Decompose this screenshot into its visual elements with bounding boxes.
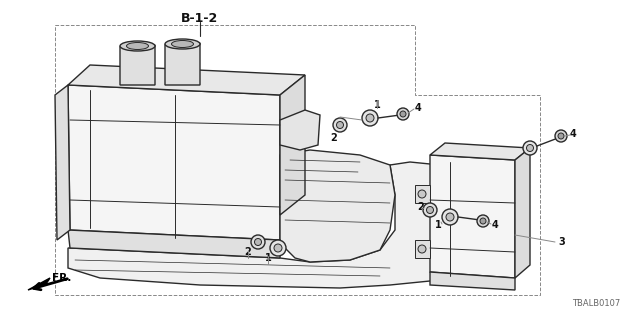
Circle shape xyxy=(333,118,347,132)
Ellipse shape xyxy=(120,41,155,51)
Circle shape xyxy=(555,130,567,142)
Polygon shape xyxy=(28,278,50,290)
Polygon shape xyxy=(515,148,530,278)
Circle shape xyxy=(251,235,265,249)
Circle shape xyxy=(337,122,344,129)
Text: 4: 4 xyxy=(492,220,499,230)
Circle shape xyxy=(426,206,433,213)
Polygon shape xyxy=(415,185,430,203)
Polygon shape xyxy=(68,85,280,240)
Text: 1: 1 xyxy=(374,100,380,110)
Circle shape xyxy=(477,215,489,227)
Polygon shape xyxy=(415,240,430,258)
Polygon shape xyxy=(280,110,320,150)
Text: 2: 2 xyxy=(244,247,252,257)
Text: TBALB0107: TBALB0107 xyxy=(572,299,620,308)
Polygon shape xyxy=(165,43,200,85)
Polygon shape xyxy=(280,150,395,262)
Ellipse shape xyxy=(165,39,200,49)
Text: FR.: FR. xyxy=(52,273,72,283)
Polygon shape xyxy=(430,272,515,290)
Polygon shape xyxy=(68,65,305,95)
Polygon shape xyxy=(280,75,305,215)
Circle shape xyxy=(274,244,282,252)
Circle shape xyxy=(523,141,537,155)
Polygon shape xyxy=(68,230,280,258)
Text: 4: 4 xyxy=(570,129,577,139)
Circle shape xyxy=(366,114,374,122)
Polygon shape xyxy=(430,155,515,278)
Polygon shape xyxy=(55,85,70,240)
Text: 2: 2 xyxy=(331,133,337,143)
Polygon shape xyxy=(430,143,530,160)
Text: 1: 1 xyxy=(264,253,271,263)
Circle shape xyxy=(400,111,406,117)
Polygon shape xyxy=(68,162,460,288)
Ellipse shape xyxy=(172,41,193,47)
Text: 1: 1 xyxy=(435,220,442,230)
Circle shape xyxy=(442,209,458,225)
Text: 2: 2 xyxy=(417,202,424,212)
Circle shape xyxy=(362,110,378,126)
Text: 3: 3 xyxy=(558,237,564,247)
Circle shape xyxy=(270,240,286,256)
Circle shape xyxy=(255,238,262,245)
Circle shape xyxy=(418,190,426,198)
Polygon shape xyxy=(120,45,155,85)
Text: 4: 4 xyxy=(415,103,422,113)
Circle shape xyxy=(423,203,437,217)
Circle shape xyxy=(397,108,409,120)
Circle shape xyxy=(446,213,454,221)
Circle shape xyxy=(418,245,426,253)
Ellipse shape xyxy=(127,43,148,50)
Circle shape xyxy=(558,133,564,139)
Text: B-1-2: B-1-2 xyxy=(181,12,219,25)
Circle shape xyxy=(527,145,534,151)
Circle shape xyxy=(480,218,486,224)
